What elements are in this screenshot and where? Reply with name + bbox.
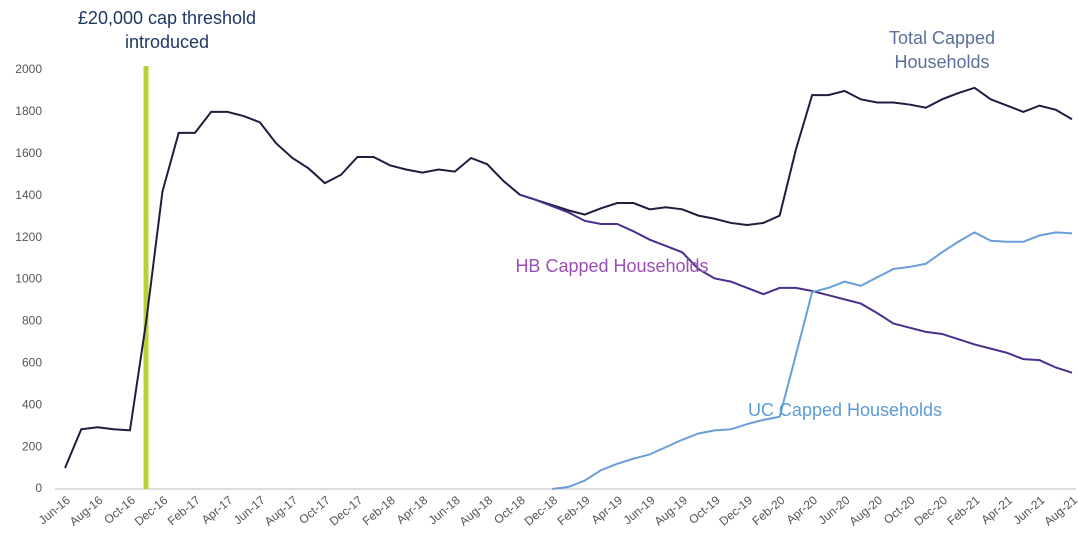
series-label: Total Capped Households xyxy=(888,28,996,72)
x-tick-label: Feb-21 xyxy=(944,493,982,528)
x-tick-label: Aug-20 xyxy=(846,493,885,529)
x-tick-label: Apr-19 xyxy=(589,493,626,527)
x-tick-label: Feb-19 xyxy=(555,493,593,528)
annotation-line: £20,000 cap threshold xyxy=(77,8,257,28)
x-tick-label: Feb-20 xyxy=(749,493,787,528)
x-tick-label: Jun-18 xyxy=(426,493,463,528)
series-line xyxy=(519,193,1073,374)
x-tick-label: Apr-17 xyxy=(199,493,236,527)
x-tick-label: Aug-21 xyxy=(1041,493,1078,529)
y-tick-label: 600 xyxy=(22,355,42,369)
y-tick-label: 1400 xyxy=(15,188,42,202)
x-tick-label: Dec-18 xyxy=(522,493,561,529)
y-tick-label: 800 xyxy=(22,314,42,328)
annotation-line: introduced xyxy=(124,32,210,52)
x-tick-label: Oct-16 xyxy=(101,493,138,527)
y-tick-label: 200 xyxy=(22,439,42,453)
x-tick-label: Jun-16 xyxy=(36,493,73,528)
y-tick-label: 1600 xyxy=(15,146,42,160)
x-tick-label: Oct-20 xyxy=(881,493,918,527)
series-line xyxy=(64,86,1073,469)
y-tick-label: 1000 xyxy=(15,272,42,286)
x-tick-label: Apr-20 xyxy=(783,493,820,527)
x-tick-label: Oct-18 xyxy=(491,493,528,527)
x-tick-label: Apr-21 xyxy=(978,493,1015,527)
x-tick-label: Dec-17 xyxy=(327,493,366,529)
x-tick-label: Jun-20 xyxy=(815,493,852,528)
y-tick-label: 400 xyxy=(22,397,42,411)
x-tick-label: Feb-18 xyxy=(360,493,398,528)
x-tick-label: Feb-17 xyxy=(165,493,203,528)
x-tick-label: Aug-17 xyxy=(262,493,301,529)
x-tick-label: Jun-19 xyxy=(621,493,658,528)
y-tick-label: 0 xyxy=(35,481,42,495)
x-tick-label: Oct-19 xyxy=(686,493,723,527)
x-tick-label: Aug-18 xyxy=(457,493,496,529)
y-tick-label: 1200 xyxy=(15,230,42,244)
series-line xyxy=(552,231,1073,490)
series-label: UC Capped Households xyxy=(747,400,943,420)
x-tick-label: Oct-17 xyxy=(296,493,333,527)
x-tick-label: Dec-16 xyxy=(132,493,171,529)
x-tick-label: Dec-20 xyxy=(911,493,950,529)
annotation: £20,000 cap threshold introduced xyxy=(47,6,287,54)
x-tick-label: Aug-19 xyxy=(652,493,691,529)
y-tick-label: 1800 xyxy=(15,104,42,118)
y-tick-label: 2000 xyxy=(15,62,42,76)
series-label: HB Capped Households xyxy=(515,256,709,276)
x-tick-label: Jun-21 xyxy=(1010,493,1047,528)
x-tick-label: Jun-17 xyxy=(231,493,268,528)
x-tick-label: Aug-16 xyxy=(67,493,106,529)
x-tick-label: Dec-19 xyxy=(716,493,755,529)
x-tick-label: Apr-18 xyxy=(394,493,431,527)
